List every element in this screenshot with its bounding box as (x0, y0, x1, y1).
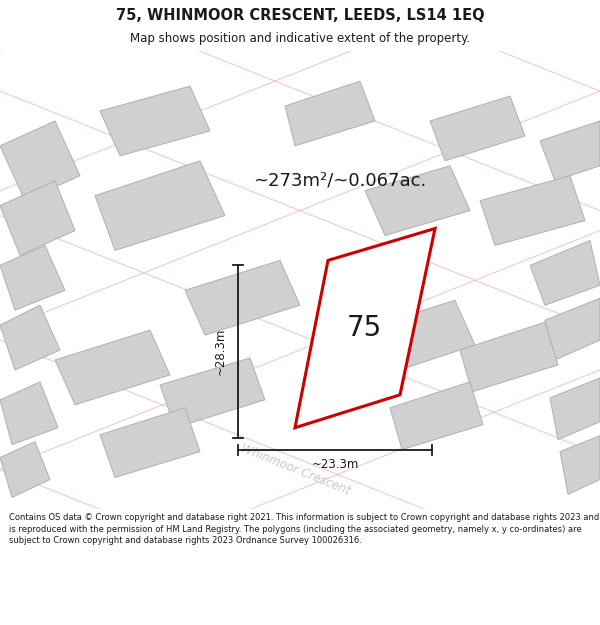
Polygon shape (285, 81, 375, 146)
Text: 75, WHINMOOR CRESCENT, LEEDS, LS14 1EQ: 75, WHINMOOR CRESCENT, LEEDS, LS14 1EQ (116, 8, 484, 23)
Polygon shape (545, 298, 600, 360)
Text: ~273m²/~0.067ac.: ~273m²/~0.067ac. (253, 172, 427, 190)
Polygon shape (550, 378, 600, 439)
Polygon shape (0, 305, 60, 370)
Polygon shape (55, 330, 170, 405)
Polygon shape (365, 166, 470, 236)
Polygon shape (100, 408, 200, 478)
Text: ~23.3m: ~23.3m (311, 458, 359, 471)
Polygon shape (530, 241, 600, 305)
Polygon shape (560, 436, 600, 494)
Polygon shape (360, 300, 475, 375)
Polygon shape (0, 246, 65, 310)
Polygon shape (390, 382, 483, 449)
Polygon shape (540, 121, 600, 181)
Polygon shape (0, 382, 58, 444)
Polygon shape (100, 86, 210, 156)
Text: 75: 75 (347, 314, 382, 342)
Polygon shape (160, 358, 265, 428)
Polygon shape (0, 121, 80, 201)
Text: Contains OS data © Crown copyright and database right 2021. This information is : Contains OS data © Crown copyright and d… (9, 513, 599, 546)
Polygon shape (0, 442, 50, 498)
Polygon shape (430, 96, 525, 161)
Text: Map shows position and indicative extent of the property.: Map shows position and indicative extent… (130, 32, 470, 45)
Text: ~28.3m: ~28.3m (214, 328, 227, 375)
Polygon shape (95, 161, 225, 251)
Polygon shape (295, 229, 435, 428)
Polygon shape (460, 322, 558, 392)
Polygon shape (0, 181, 75, 256)
Text: Whinmoor Crescent: Whinmoor Crescent (238, 442, 352, 498)
Polygon shape (480, 176, 585, 246)
Polygon shape (185, 261, 300, 335)
